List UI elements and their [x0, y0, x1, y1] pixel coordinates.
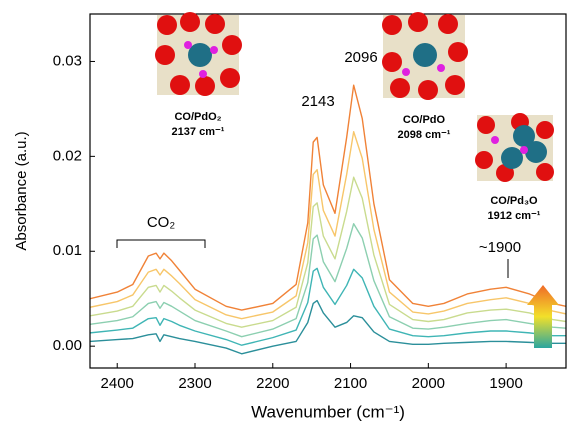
annotation: 2096 [344, 49, 377, 66]
inset-frequency: 2137 cm⁻¹ [172, 126, 225, 138]
bracket [117, 240, 205, 248]
inset-label: CO/PdO₂ [174, 111, 221, 123]
inset-frequency: 2098 cm⁻¹ [398, 129, 451, 141]
y-tick-label: 0.01 [53, 242, 82, 259]
x-tick-label: 2300 [178, 375, 211, 392]
inset-label: CO/Pd₃O [490, 195, 538, 207]
inset-structure [155, 12, 242, 96]
annotation: ~1900 [479, 239, 521, 256]
x-tick-label: 1900 [489, 375, 522, 392]
x-tick-label: 2000 [412, 375, 445, 392]
x-tick-label: 2100 [334, 375, 367, 392]
x-axis-label: Wavenumber (cm⁻¹) [251, 402, 405, 421]
y-axis-label: Absorbance (a.u.) [13, 131, 30, 250]
inset-label: CO/PdO [403, 114, 446, 126]
annotation: CO₂ [147, 214, 176, 231]
x-tick-label: 2400 [101, 375, 134, 392]
inset-structure [382, 12, 468, 100]
inset-frequency: 1912 cm⁻¹ [488, 210, 541, 222]
inset-structure [475, 113, 554, 182]
spectrum-line [90, 301, 566, 354]
chart: Absorbance (a.u.) Wavenumber (cm⁻¹) CO₂ … [0, 0, 568, 427]
annotation: 2143 [301, 93, 334, 110]
y-tick-label: 0.00 [53, 337, 82, 354]
y-tick-label: 0.03 [53, 52, 82, 69]
x-tick-label: 2200 [256, 375, 289, 392]
y-tick-label: 0.02 [53, 147, 82, 164]
